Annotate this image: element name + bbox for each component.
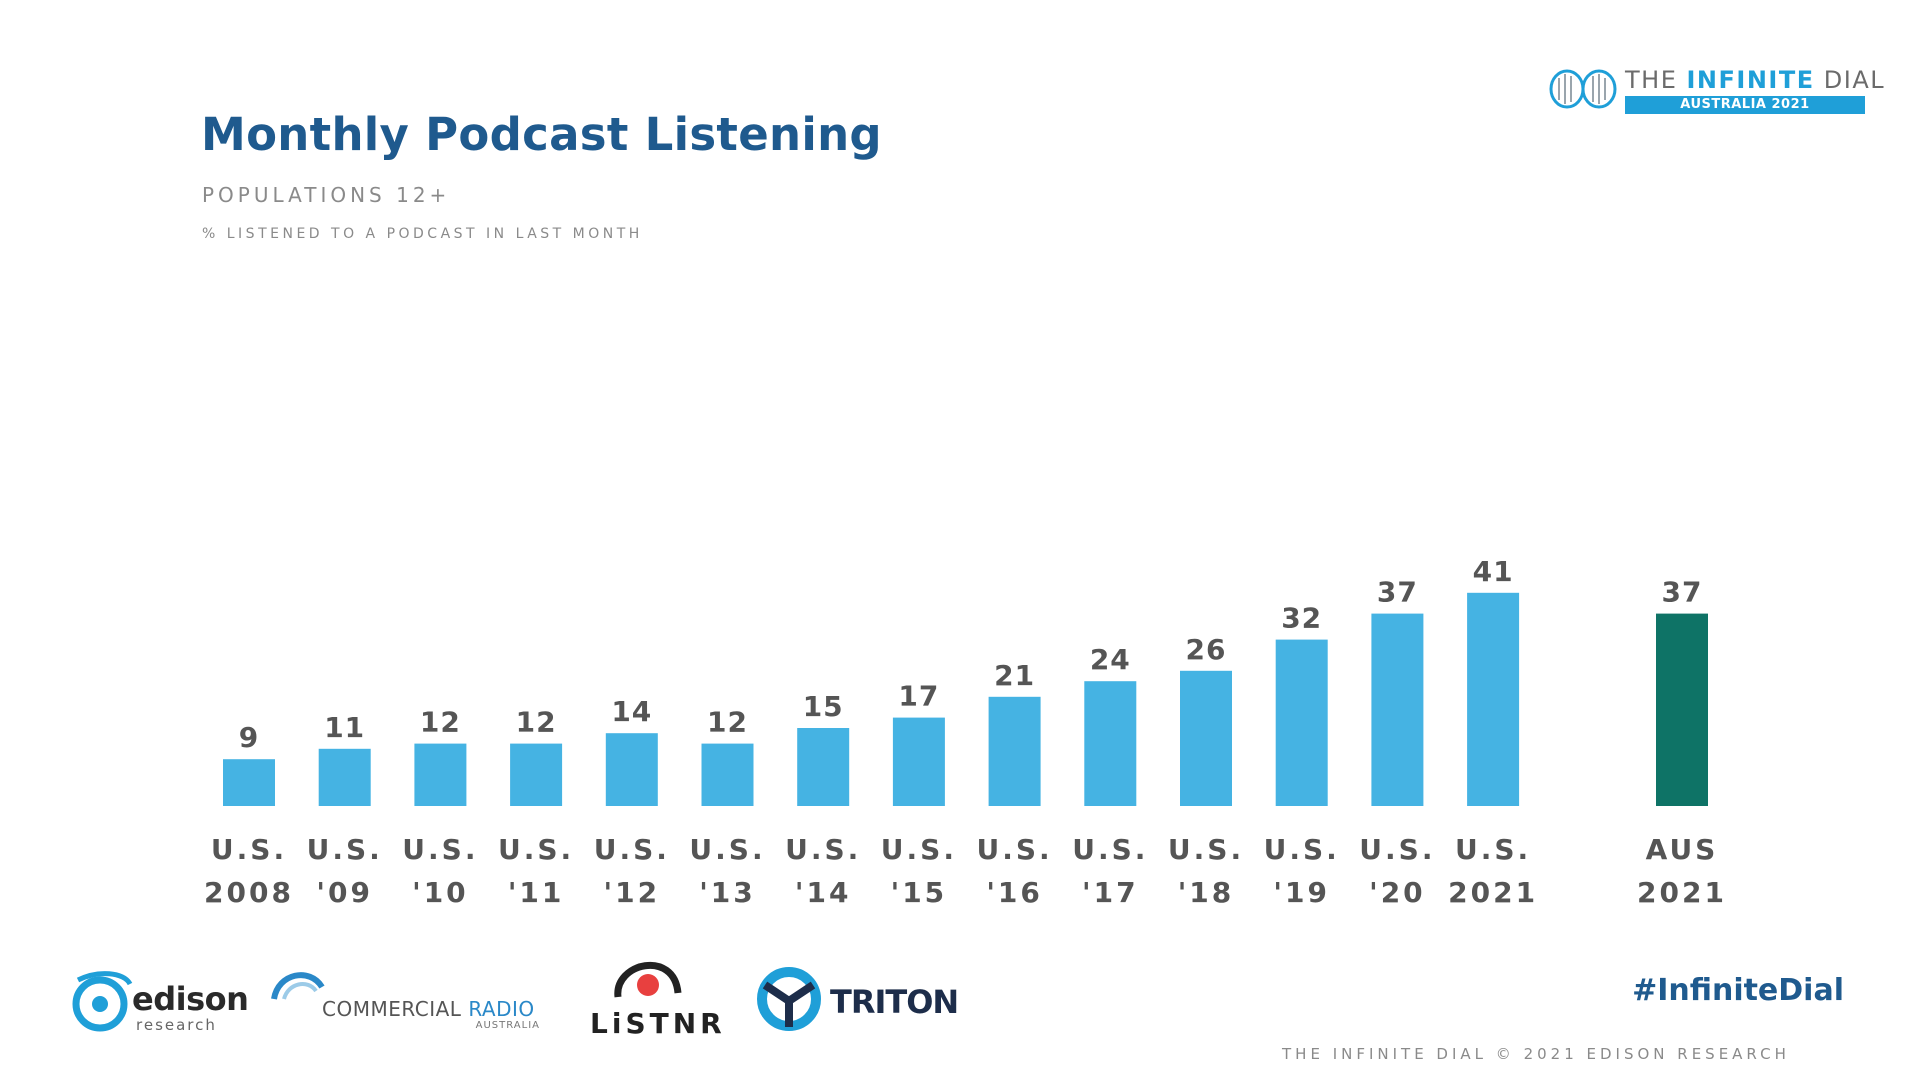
category-label-year: '16: [986, 876, 1043, 909]
category-label-country: U.S.: [594, 833, 670, 866]
bar-value-label: 21: [994, 659, 1035, 692]
bar-value-label: 14: [611, 695, 652, 728]
bar-us09-1: [318, 748, 371, 806]
bar-value-label: 41: [1473, 555, 1514, 588]
category-label-country: U.S.: [1072, 833, 1148, 866]
bar-value-label: 17: [898, 680, 939, 713]
page-title: Monthly Podcast Listening: [201, 108, 882, 161]
bar-us17-9: [1084, 681, 1137, 806]
bar-us18-10: [1180, 670, 1232, 806]
category-label-year: '15: [891, 876, 948, 909]
category-label-country: U.S.: [402, 833, 478, 866]
cra-subtext: AUSTRALIA: [475, 1020, 540, 1031]
hashtag: #InfiniteDial: [1632, 973, 1844, 1008]
bar-us14-6: [797, 728, 850, 806]
category-label-year: '13: [699, 876, 756, 909]
edison-wordmark: edison: [132, 980, 249, 1018]
category-label-year: '20: [1369, 876, 1426, 909]
bar-us13-5: [701, 743, 754, 806]
category-label-country: U.S.: [1359, 833, 1435, 866]
bar-value-label: 12: [516, 706, 557, 739]
bar-us11-3: [510, 743, 563, 806]
bar-value-label: 12: [420, 706, 461, 739]
infinite-dial-logo: THE INFINITE DIAL AUSTRALIA 2021: [1547, 64, 1884, 120]
commercial-radio-australia-logo: COMMERCIAL RADIO AUSTRALIA: [270, 965, 540, 1035]
measure-note: % LISTENED TO A PODCAST IN LAST MONTH: [202, 226, 643, 242]
bar-us2008-0: [223, 759, 275, 806]
bar-value-label: 37: [1662, 576, 1703, 609]
bar-value-label: 9: [239, 721, 259, 754]
brand-edition: AUSTRALIA 2021: [1625, 96, 1865, 114]
category-label-year: '17: [1082, 876, 1139, 909]
triton-wordmark: TRITON: [830, 983, 959, 1021]
brand-name: THE INFINITE DIAL: [1625, 66, 1886, 94]
bar-us10-2: [414, 743, 467, 806]
category-label-country: U.S.: [881, 833, 957, 866]
listnr-logo: LiSTNR: [590, 945, 722, 1040]
category-label-year: '10: [412, 876, 469, 909]
bar-us16-8: [988, 696, 1041, 806]
bar-us20-12: [1371, 613, 1424, 806]
bar-value-label: 11: [324, 711, 365, 744]
cra-wordmark: COMMERCIAL RADIO: [322, 997, 535, 1021]
copyright-footer: THE INFINITE DIAL © 2021 EDISON RESEARCH: [1282, 1045, 1790, 1063]
category-label-country: U.S.: [211, 833, 287, 866]
infinity-icon: [1549, 69, 1617, 109]
listnr-headphones-icon: [614, 961, 682, 998]
edison-research-logo: edison research: [68, 966, 249, 1038]
bar-us2021-13: [1467, 592, 1520, 806]
edison-swirl-icon: [72, 971, 133, 1032]
bar-value-label: 12: [707, 706, 748, 739]
bar-value-label: 26: [1186, 633, 1227, 666]
category-label-year: 2021: [1637, 876, 1727, 909]
category-label-country: U.S.: [1168, 833, 1244, 866]
bar-value-label: 15: [803, 690, 844, 723]
category-label-country: AUS: [1646, 833, 1719, 866]
category-label-country: U.S.: [785, 833, 861, 866]
population-subtitle: POPULATIONS 12+: [202, 183, 451, 207]
triton-logo: TRITON: [755, 965, 959, 1040]
category-label-country: U.S.: [498, 833, 574, 866]
category-label-country: U.S.: [1264, 833, 1340, 866]
category-label-country: U.S.: [307, 833, 383, 866]
bar-us19-11: [1275, 639, 1328, 806]
category-label-year: '11: [508, 876, 565, 909]
cra-arc-icon: [271, 972, 325, 1000]
category-label-country: U.S.: [1455, 833, 1531, 866]
bar-us15-7: [892, 717, 945, 806]
bar-value-label: 37: [1377, 576, 1418, 609]
bar-value-label: 32: [1281, 602, 1322, 635]
triton-emblem-icon: [757, 967, 821, 1031]
bar-aus2021-14: [1656, 613, 1708, 806]
category-label-year: '19: [1273, 876, 1330, 909]
edison-subtext: research: [136, 1016, 217, 1034]
category-label-year: 2008: [204, 876, 294, 909]
bar-us12-4: [605, 733, 658, 806]
category-label-country: U.S.: [689, 833, 765, 866]
category-label-country: U.S.: [977, 833, 1053, 866]
category-label-year: 2021: [1448, 876, 1538, 909]
bar-value-label: 24: [1090, 643, 1131, 676]
category-label-year: '09: [316, 876, 373, 909]
category-label-year: '18: [1178, 876, 1235, 909]
listnr-wordmark: LiSTNR: [590, 1007, 726, 1040]
category-label-year: '12: [604, 876, 661, 909]
category-label-year: '14: [795, 876, 852, 909]
